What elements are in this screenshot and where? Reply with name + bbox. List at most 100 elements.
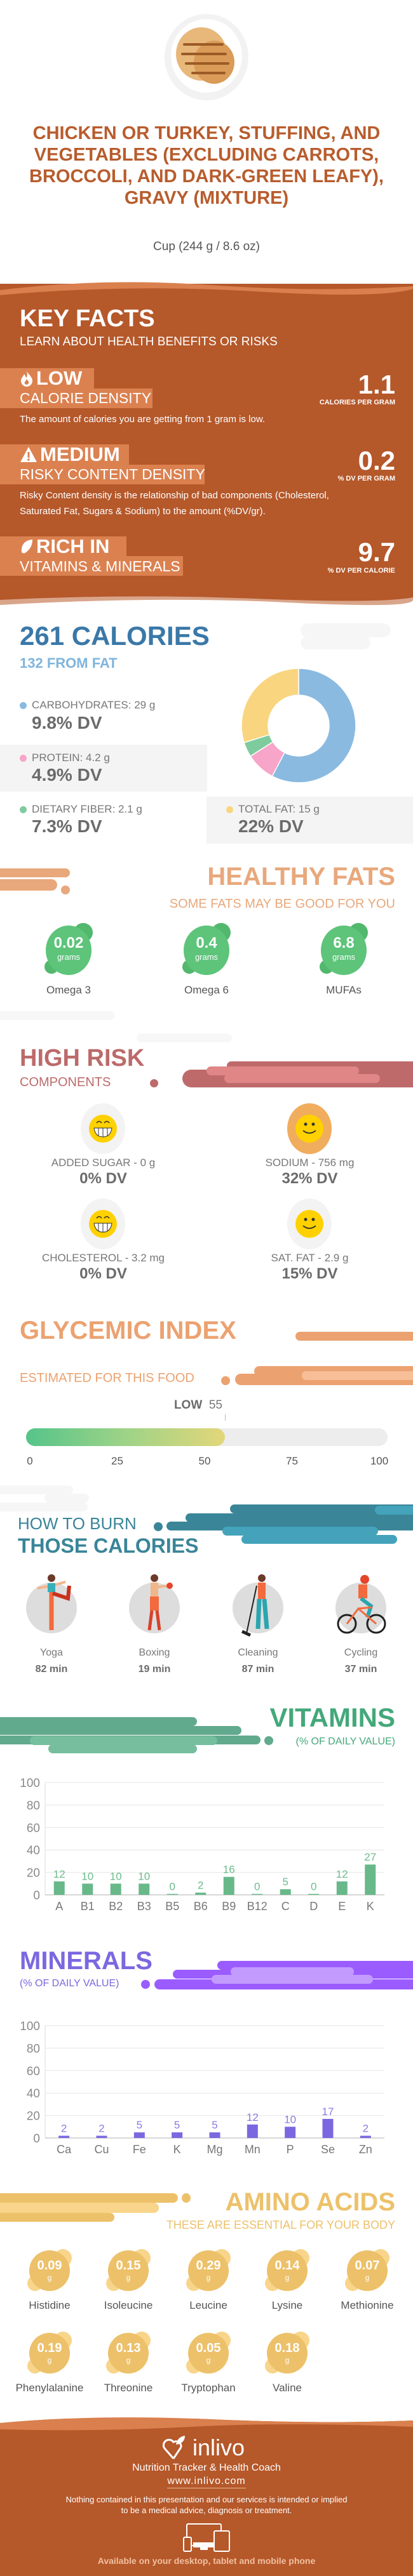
warning-icon bbox=[20, 447, 37, 462]
amino-circle bbox=[188, 2333, 229, 2374]
rich-in-unit: % DV PER CALORIE bbox=[327, 567, 395, 574]
macro-protein: PROTEIN: 4.2 g bbox=[20, 752, 110, 764]
footer-url-link[interactable]: www.inlivo.com bbox=[167, 2476, 246, 2488]
bar bbox=[285, 2127, 296, 2138]
amino-badge: 0.15 g bbox=[106, 2249, 151, 2291]
amino-name: Valine bbox=[273, 2382, 302, 2394]
protein-dot bbox=[20, 754, 27, 762]
fat-circle bbox=[184, 926, 229, 975]
risk-label: SAT. FAT - 2.9 g bbox=[271, 1252, 349, 1264]
amino-name: Phenylalanine bbox=[15, 2382, 84, 2394]
decor-bar bbox=[30, 1736, 217, 1745]
level-box bbox=[0, 536, 126, 558]
amino-circle bbox=[29, 2250, 70, 2291]
fat-badge: 0.02 grams bbox=[44, 923, 93, 975]
amino-value: 0.18 bbox=[274, 2341, 300, 2355]
bar-value-label: 5 bbox=[283, 1876, 288, 1888]
category-label: Ca bbox=[57, 2143, 72, 2156]
decor-bar bbox=[0, 1485, 73, 1494]
bar-value-label: 16 bbox=[223, 1864, 235, 1876]
y-tick-label: 100 bbox=[20, 1777, 40, 1790]
category-label: C bbox=[281, 1900, 290, 1913]
food-image bbox=[165, 14, 248, 100]
carbs-dot bbox=[20, 701, 27, 709]
decor-bar bbox=[0, 879, 57, 891]
amino-value: 0.14 bbox=[274, 2259, 300, 2273]
glycemic-subheading: ESTIMATED FOR THIS FOOD bbox=[20, 1371, 194, 1385]
burn-heading-1: HOW TO BURN bbox=[18, 1514, 137, 1533]
decor-bar bbox=[0, 1717, 197, 1726]
bar bbox=[96, 2135, 107, 2138]
y-tick-label: 0 bbox=[33, 1889, 40, 1902]
amino-circle bbox=[347, 2250, 388, 2291]
bar-value-label: 5 bbox=[137, 2119, 142, 2131]
amino-unit: g bbox=[47, 2273, 52, 2282]
bar-value-label: 0 bbox=[254, 1881, 260, 1893]
bar-value-label: 12 bbox=[336, 1868, 348, 1880]
fat-slice bbox=[241, 668, 299, 743]
cleaning-icon bbox=[233, 1574, 283, 1637]
category-label: E bbox=[338, 1900, 346, 1913]
decor-bar bbox=[224, 1074, 380, 1083]
amino-unit: g bbox=[47, 2356, 52, 2365]
yoga-icon bbox=[26, 1574, 77, 1633]
bar-value-label: 0 bbox=[311, 1881, 316, 1893]
decor-bar bbox=[0, 2203, 159, 2213]
bar bbox=[280, 1889, 291, 1895]
vitamins-subheading: (% OF DAILY VALUE) bbox=[295, 1736, 395, 1747]
category-label: Fe bbox=[133, 2143, 146, 2156]
amino-name: Isoleucine bbox=[104, 2299, 153, 2311]
decor-bar bbox=[207, 1066, 359, 1075]
bar bbox=[172, 2132, 183, 2138]
amino-value: 0.19 bbox=[37, 2341, 62, 2355]
glycemic-marker bbox=[224, 1414, 226, 1421]
amino-badge: 0.09 g bbox=[27, 2249, 72, 2291]
macro-fiber: DIETARY FIBER: 2.1 g bbox=[20, 803, 142, 816]
risky-density-level: MEDIUM bbox=[20, 444, 120, 465]
bar bbox=[360, 2135, 371, 2138]
bar-value-label: 0 bbox=[170, 1881, 175, 1893]
leaf-icon bbox=[21, 540, 32, 554]
decor-bar bbox=[375, 1506, 413, 1515]
bar-value-label: 10 bbox=[284, 2113, 296, 2125]
calories-from-fat: 132 FROM FAT bbox=[20, 655, 118, 671]
amino-name: Methionine bbox=[341, 2299, 394, 2311]
level-box bbox=[0, 444, 129, 466]
amino-value: 0.29 bbox=[196, 2259, 221, 2273]
level-text: MEDIUM bbox=[40, 443, 120, 465]
glycemic-value: 55 bbox=[208, 1398, 222, 1412]
wave-top bbox=[0, 282, 413, 296]
fiber-dot bbox=[20, 806, 27, 813]
macro-label: DIETARY FIBER: 2.1 g bbox=[32, 803, 142, 815]
minerals-heading: MINERALS bbox=[20, 1947, 152, 1975]
level-text: RICH IN bbox=[36, 535, 110, 557]
vitamins-bar-chart: 0 20 40 60 80 100 12 A 10 B1 10 B2 10 B3 0 B5 2 B6 16 B9 0 B1… bbox=[20, 1777, 384, 1913]
bar bbox=[308, 1894, 320, 1895]
fat-name: Omega 6 bbox=[184, 984, 229, 996]
cycling-icon bbox=[335, 1575, 386, 1634]
bar-value-label: 2 bbox=[98, 2122, 104, 2134]
high-risk-subheading: COMPONENTS bbox=[20, 1075, 111, 1089]
minerals-bar-chart: 0 20 40 60 80 100 2 Ca 2 Cu 5 Fe 5 K 5 Mg 12 Mn 10 P 17 Se 2 Zn bbox=[20, 2020, 384, 2156]
amino-badge: 0.19 g bbox=[27, 2332, 72, 2374]
kind-box bbox=[0, 556, 183, 576]
exercise-time: 19 min bbox=[138, 1664, 171, 1675]
amino-value: 0.09 bbox=[37, 2259, 62, 2273]
bar-value-label: 17 bbox=[322, 2106, 334, 2118]
amino-value: 0.05 bbox=[196, 2341, 221, 2355]
category-label: P bbox=[287, 2143, 294, 2156]
macro-donut-chart bbox=[241, 668, 356, 783]
category-label: B1 bbox=[81, 1900, 95, 1913]
macro-label: TOTAL FAT: 15 g bbox=[238, 803, 320, 815]
fat-badge: 0.4 grams bbox=[182, 923, 231, 975]
rich-in-level: RICH IN bbox=[20, 536, 109, 557]
bar-value-label: 10 bbox=[81, 1870, 93, 1882]
healthy-fats-heading: HEALTHY FATS bbox=[207, 863, 395, 891]
calorie-density-unit: CALORIES PER GRAM bbox=[319, 399, 395, 406]
amino-circle bbox=[267, 2250, 308, 2291]
bar bbox=[110, 1883, 121, 1895]
category-label: B3 bbox=[137, 1900, 151, 1913]
calorie-density-desc: The amount of calories you are getting f… bbox=[20, 414, 266, 425]
decor-bar bbox=[0, 1011, 114, 1020]
bar bbox=[365, 1864, 376, 1895]
